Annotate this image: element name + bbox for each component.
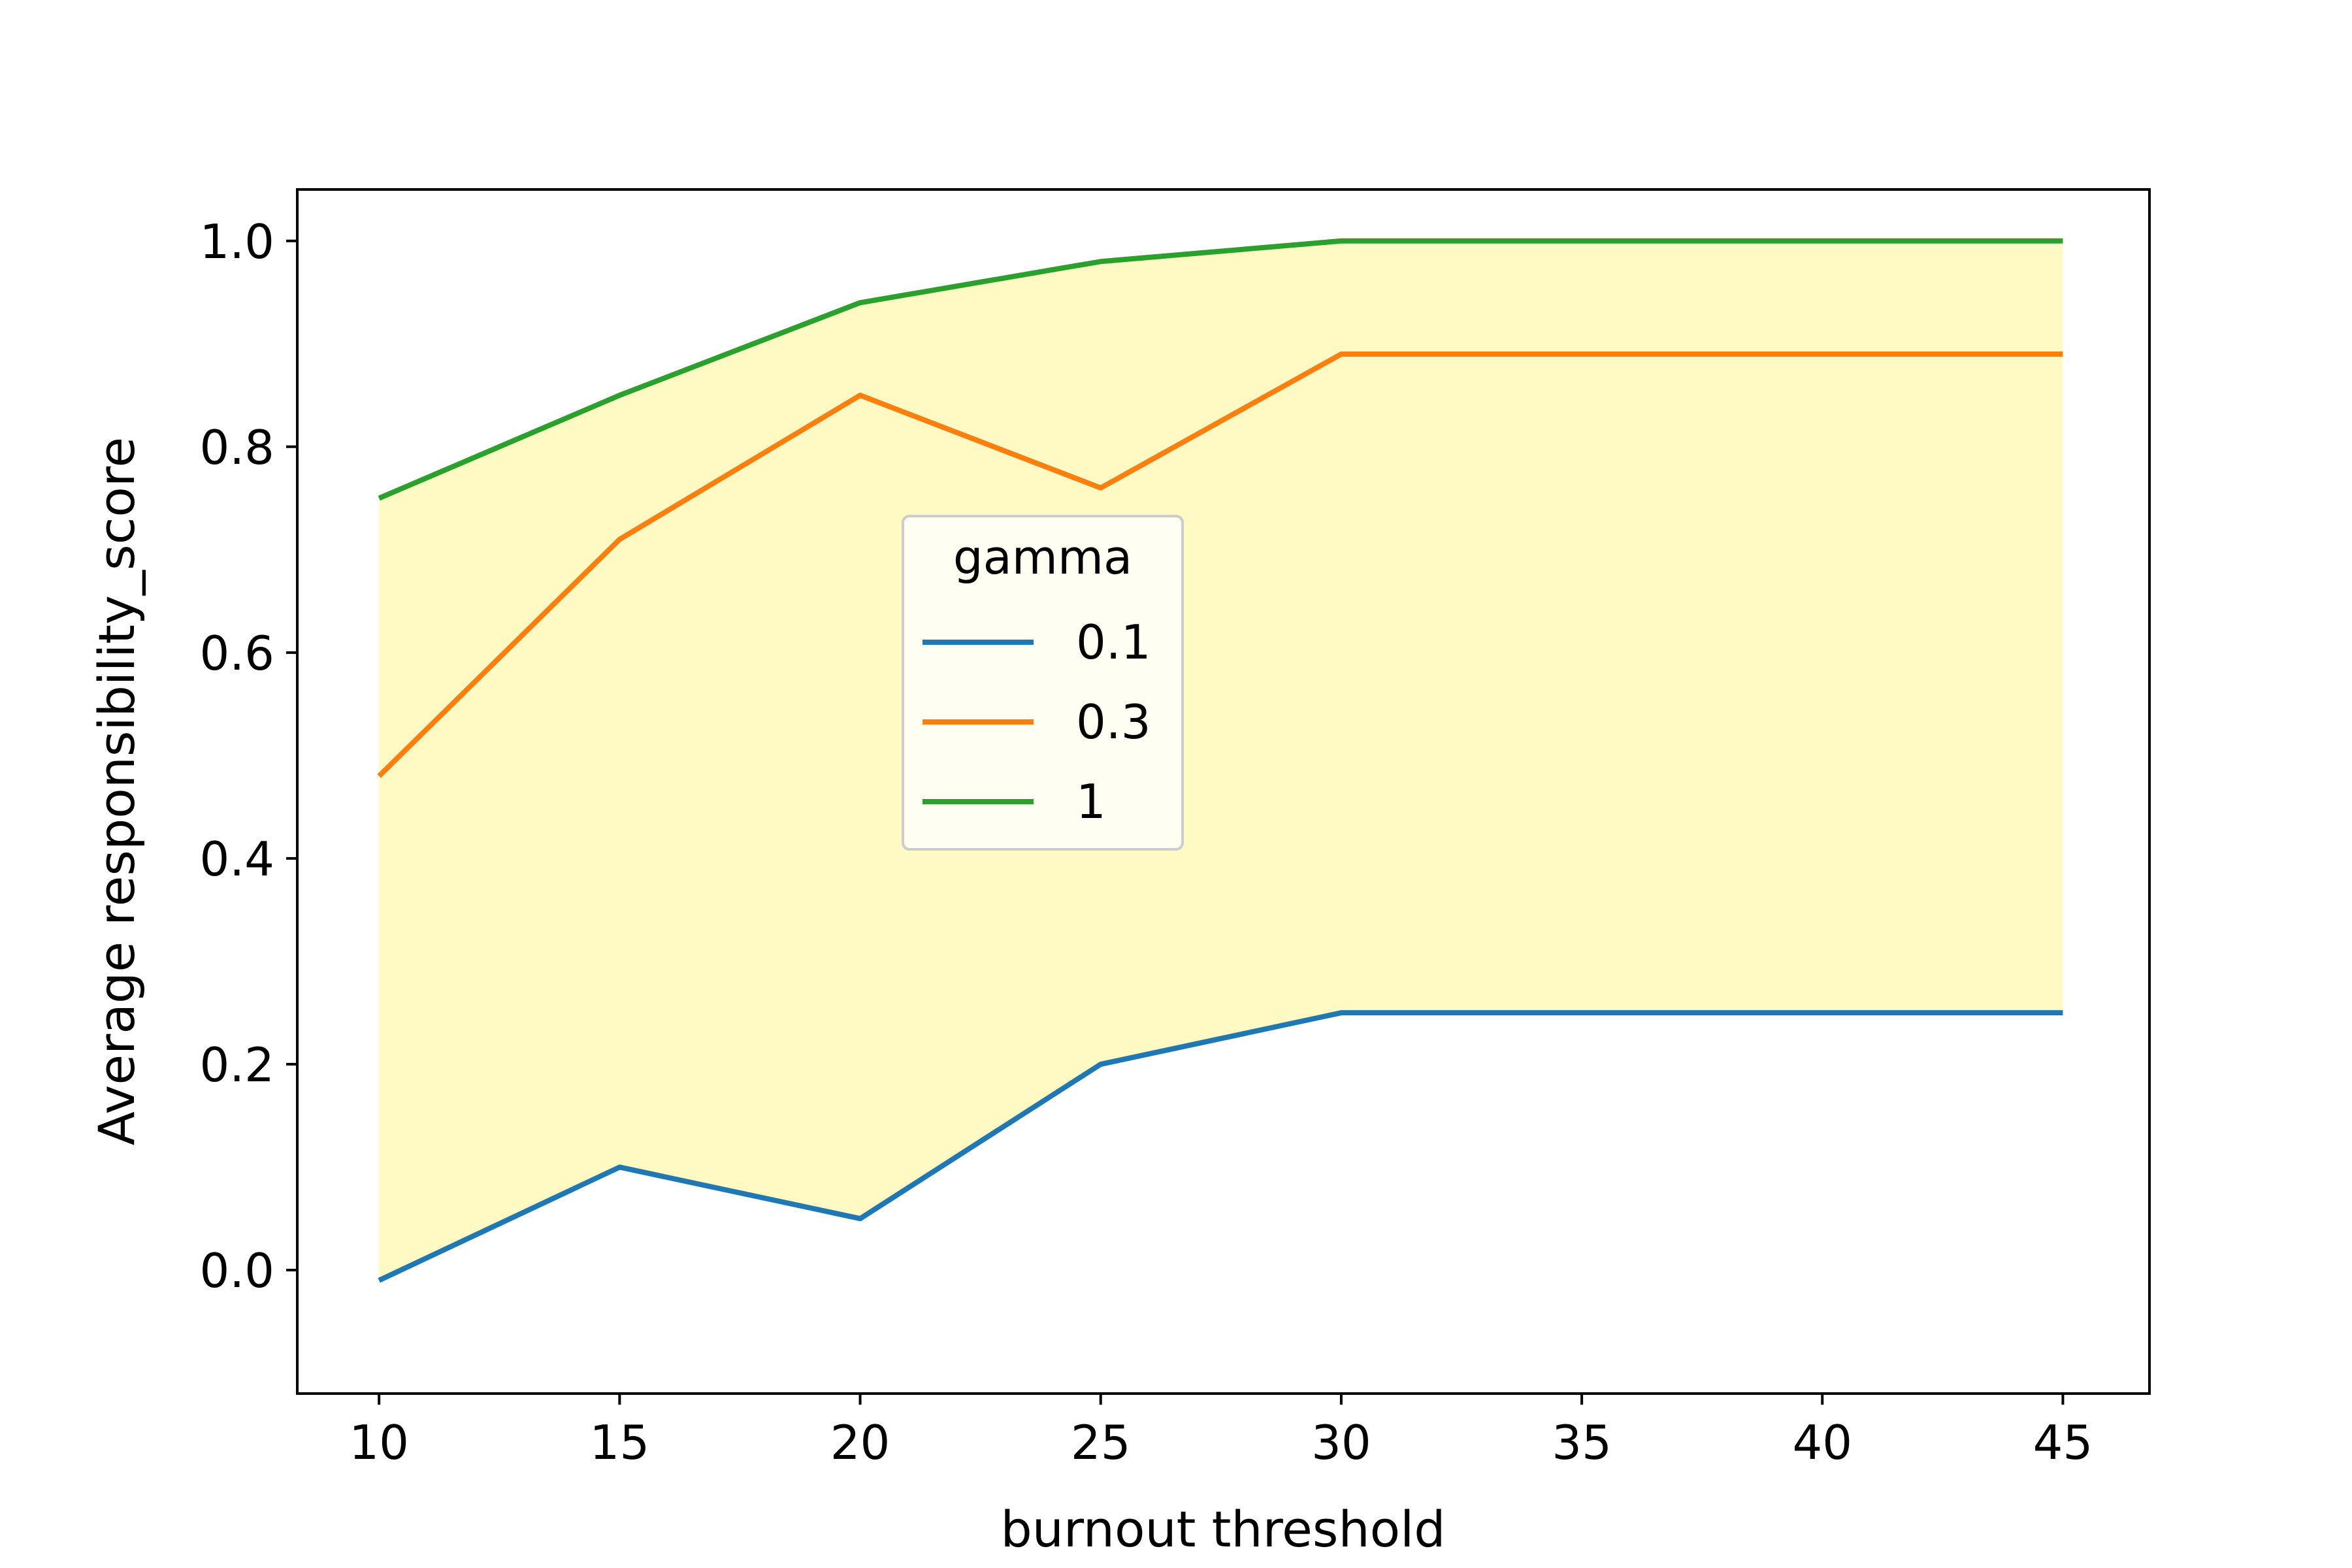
x-axis-label: burnout threshold	[1000, 1500, 1445, 1558]
x-tick-label: 15	[590, 1415, 650, 1470]
x-axis: 10 15 20 25 30 35 40 45	[349, 1394, 2093, 1470]
x-tick-label: 35	[1552, 1415, 1612, 1470]
series-line-gamma-0.3	[377, 351, 2063, 778]
y-tick-label: 0.6	[199, 626, 274, 681]
y-tick-label: 0.0	[199, 1243, 274, 1298]
x-tick-label: 40	[1792, 1415, 1852, 1470]
legend-label-gamma-0.1: 0.1	[1076, 615, 1151, 670]
x-tick-label: 25	[1071, 1415, 1131, 1470]
y-tick-label: 1.0	[199, 214, 274, 269]
x-tick-label: 45	[2033, 1415, 2093, 1470]
legend-title: gamma	[953, 530, 1132, 585]
plot-area	[377, 238, 2063, 1283]
x-tick-label: 30	[1311, 1415, 1371, 1470]
axes-frame	[296, 188, 2151, 1395]
legend: gamma 0.1 0.3 1	[902, 515, 1184, 851]
y-axis: 0.0 0.2 0.4 0.6 0.8 1.0	[199, 214, 297, 1298]
legend-box	[902, 515, 1184, 851]
series-line-gamma-0.1	[378, 1010, 2063, 1283]
y-tick-label: 0.8	[199, 420, 274, 475]
legend-label-gamma-0.3: 0.3	[1076, 694, 1151, 749]
x-tick-label: 10	[349, 1415, 409, 1470]
fill-between-band	[379, 240, 2063, 1281]
legend-label-gamma-1: 1	[1076, 774, 1106, 829]
x-tick-label: 20	[830, 1415, 890, 1470]
y-tick-label: 0.4	[199, 832, 274, 887]
series-line-gamma-1	[378, 238, 2063, 501]
y-tick-label: 0.2	[199, 1037, 274, 1092]
y-axis-label: Average responsibility_score	[88, 437, 146, 1145]
